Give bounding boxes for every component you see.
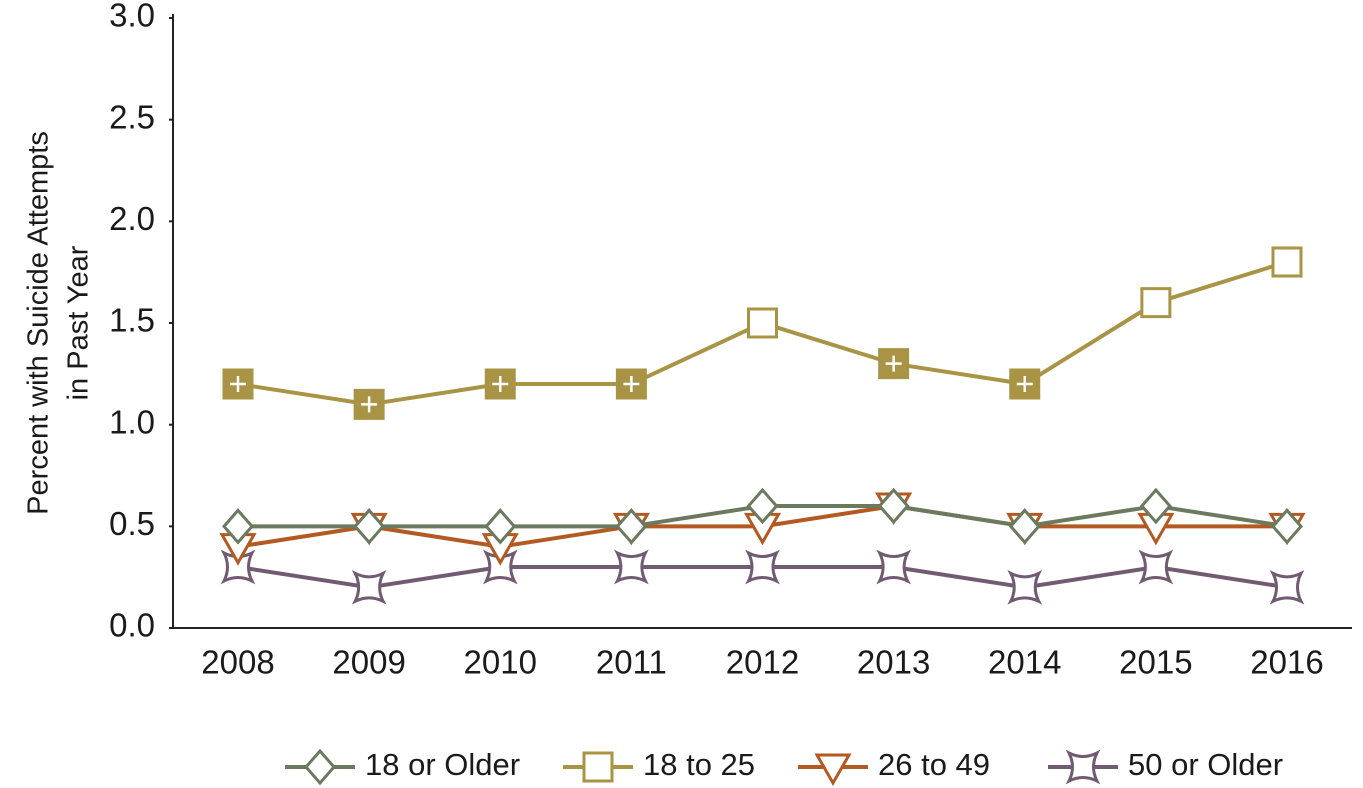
marker: [614, 549, 649, 585]
legend-item: 18 to 25: [563, 747, 755, 783]
marker-shape: [222, 508, 254, 545]
marker-plus: [885, 355, 902, 372]
marker: [747, 307, 778, 339]
marker-shape: [1271, 508, 1303, 545]
marker-shape: [814, 753, 852, 787]
marker: [1271, 508, 1303, 545]
marker-shape: [1007, 569, 1043, 605]
y-tick-label: 0.0: [109, 607, 155, 644]
marker-shape: [1139, 487, 1172, 525]
marker-shape: [220, 549, 256, 585]
y-tick-label: 2.5: [109, 98, 155, 135]
x-tick-label: 2008: [201, 644, 274, 681]
marker-shape: [745, 549, 780, 585]
marker-plus: [492, 376, 509, 392]
marker-shape: [353, 508, 386, 545]
marker: [814, 753, 852, 787]
x-tick-label: 2016: [1250, 644, 1323, 681]
marker: [1138, 549, 1174, 585]
marker-plus: [1016, 376, 1033, 392]
x-tick-label: 2013: [857, 644, 930, 681]
y-tick-label: 2.0: [109, 200, 155, 237]
marker: [745, 549, 780, 585]
marker: [482, 549, 518, 585]
y-axis-label-line: in Past Year: [63, 245, 95, 400]
marker-plus: [230, 376, 246, 392]
marker-shape: [484, 508, 517, 545]
x-tick-label: 2011: [596, 644, 667, 681]
marker: [353, 388, 385, 420]
marker-plus: [623, 376, 640, 392]
marker: [876, 549, 911, 585]
marker-shape: [1140, 287, 1172, 319]
marker-shape: [747, 307, 778, 339]
marker: [615, 508, 648, 545]
legend-item: 26 to 49: [798, 747, 990, 787]
marker: [351, 569, 387, 605]
marker-shape: [582, 751, 614, 783]
marker: [877, 487, 910, 525]
y-tick-label: 1.5: [109, 302, 155, 339]
marker-shape: [1065, 749, 1101, 785]
marker: [1139, 487, 1172, 525]
x-tick-label: 2014: [988, 644, 1061, 681]
marker-plus: [361, 396, 378, 413]
marker: [484, 368, 516, 400]
marker: [222, 368, 254, 400]
legend-label: 18 to 25: [643, 747, 755, 782]
y-axis-label: Percent with Suicide Attempts in Past Yea…: [23, 131, 95, 515]
y-tick-label: 3.0: [109, 0, 155, 34]
marker-shape: [482, 549, 518, 585]
marker: [1008, 508, 1041, 545]
y-tick-label: 0.5: [109, 505, 155, 542]
marker-shape: [1138, 549, 1174, 585]
marker: [484, 508, 517, 545]
x-tick-label: 2010: [464, 644, 537, 681]
marker: [878, 348, 910, 380]
marker: [1065, 749, 1101, 785]
legend-label: 18 or Older: [365, 747, 520, 782]
marker-shape: [615, 508, 648, 545]
legend-item: 50 or Older: [1048, 747, 1283, 785]
marker: [615, 368, 647, 400]
x-tick-label: 2009: [332, 644, 405, 681]
marker-shape: [614, 549, 649, 585]
marker: [1009, 368, 1041, 400]
marker-shape: [1271, 246, 1303, 278]
marker: [1140, 287, 1172, 319]
marker-shape: [1008, 508, 1041, 545]
marker: [1271, 246, 1303, 278]
marker-shape: [746, 487, 779, 525]
marker-shape: [351, 569, 387, 605]
marker: [1007, 569, 1043, 605]
marker: [304, 748, 336, 786]
legend-label: 50 or Older: [1128, 747, 1283, 782]
marker-shape: [876, 549, 911, 585]
x-tick-label: 2015: [1119, 644, 1192, 681]
marker: [222, 508, 254, 545]
marker-shape: [304, 748, 336, 786]
marker: [746, 487, 779, 525]
y-tick-label: 1.0: [109, 403, 155, 440]
legend-label: 26 to 49: [878, 747, 990, 782]
marker: [582, 751, 614, 783]
marker: [353, 508, 386, 545]
marker: [1269, 569, 1305, 605]
legend-item: 18 or Older: [285, 747, 520, 786]
y-axis-label-line: Percent with Suicide Attempts: [23, 131, 55, 515]
marker-shape: [1269, 569, 1305, 605]
marker-shape: [877, 487, 910, 525]
x-tick-label: 2012: [726, 644, 799, 681]
marker: [220, 549, 256, 585]
